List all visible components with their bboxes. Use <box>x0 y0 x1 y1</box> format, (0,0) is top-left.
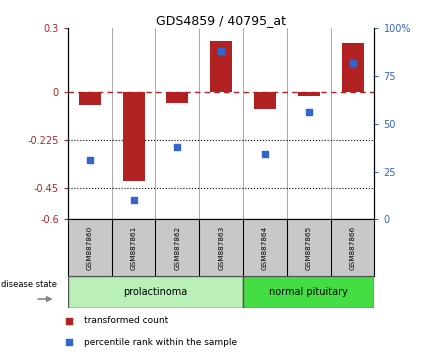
Text: GSM887861: GSM887861 <box>131 226 137 270</box>
Bar <box>79 92 101 105</box>
Point <box>349 60 356 65</box>
Text: GSM887864: GSM887864 <box>262 226 268 270</box>
Point <box>218 48 225 54</box>
Point <box>261 152 268 157</box>
Text: GSM887866: GSM887866 <box>350 226 356 270</box>
Point <box>65 318 72 324</box>
Title: GDS4859 / 40795_at: GDS4859 / 40795_at <box>156 14 286 27</box>
Point <box>305 110 312 115</box>
Text: percentile rank within the sample: percentile rank within the sample <box>85 338 237 347</box>
Text: transformed count: transformed count <box>85 316 169 325</box>
Text: normal pituitary: normal pituitary <box>269 287 348 297</box>
Bar <box>68 276 243 308</box>
Point <box>174 144 181 150</box>
Text: GSM887863: GSM887863 <box>218 226 224 270</box>
Text: GSM887865: GSM887865 <box>306 226 312 270</box>
Bar <box>166 92 188 103</box>
Text: disease state: disease state <box>1 280 57 289</box>
Bar <box>123 92 145 181</box>
Point <box>86 158 93 163</box>
Bar <box>254 92 276 109</box>
Bar <box>243 276 374 308</box>
Text: prolactinoma: prolactinoma <box>124 287 187 297</box>
Text: GSM887860: GSM887860 <box>87 226 93 270</box>
Bar <box>210 41 232 92</box>
Text: GSM887862: GSM887862 <box>174 226 180 270</box>
Point <box>65 340 72 346</box>
Bar <box>298 92 320 96</box>
Bar <box>342 43 364 92</box>
Point <box>130 198 137 203</box>
